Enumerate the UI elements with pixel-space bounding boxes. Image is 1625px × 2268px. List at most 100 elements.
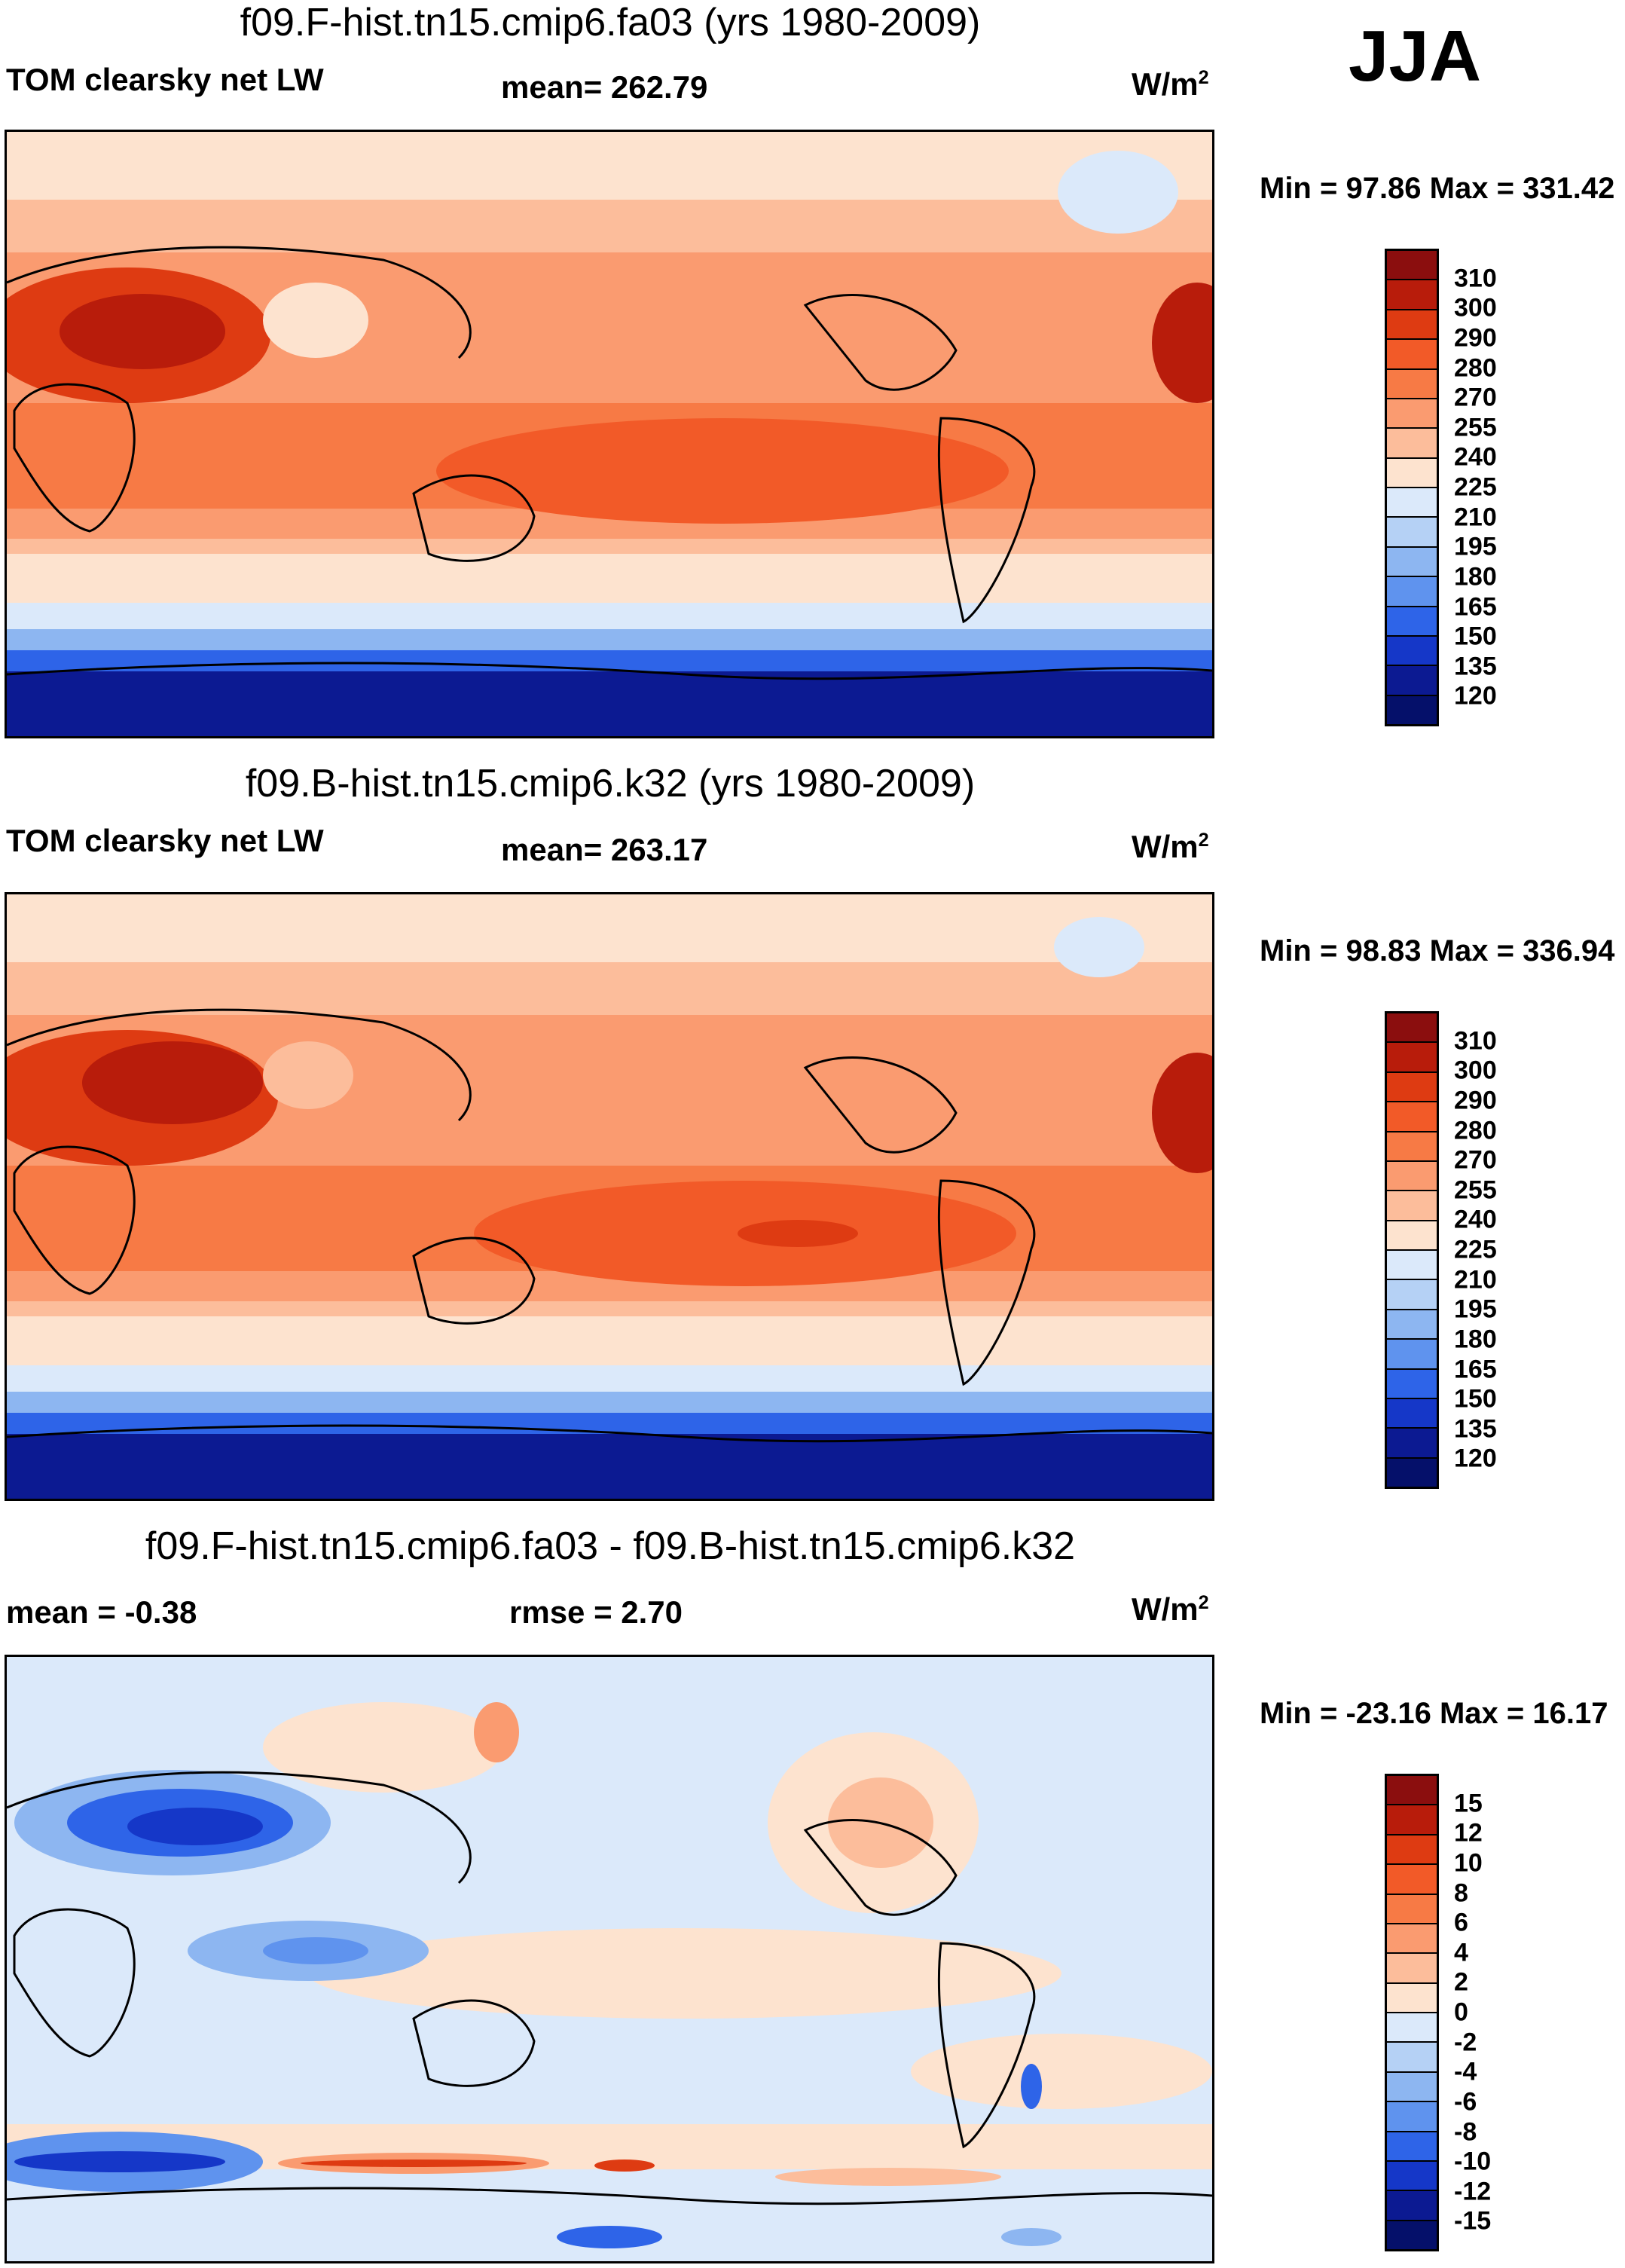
colorbar-swatch bbox=[1387, 666, 1437, 696]
colorbar-tick: 290 bbox=[1454, 1086, 1497, 1115]
colorbar-swatch bbox=[1387, 1776, 1437, 1806]
colorbar-swatch bbox=[1387, 2072, 1437, 2103]
colorbar-swatch bbox=[1387, 1102, 1437, 1132]
colorbar-swatch bbox=[1387, 1340, 1437, 1370]
colorbar-tick: 150 bbox=[1454, 1384, 1497, 1414]
colorbar-tick: 210 bbox=[1454, 1265, 1497, 1294]
panel1-colorbar bbox=[1385, 249, 1439, 726]
colorbar-swatch bbox=[1387, 1369, 1437, 1399]
colorbar-tick: 310 bbox=[1454, 1026, 1497, 1056]
panel1-units: W/m2 bbox=[1132, 66, 1209, 102]
colorbar-swatch bbox=[1387, 2221, 1437, 2249]
colorbar-swatch bbox=[1387, 1072, 1437, 1103]
colorbar-swatch bbox=[1387, 1132, 1437, 1162]
panel1-mean: mean= 262.79 bbox=[501, 69, 708, 105]
colorbar-swatch bbox=[1387, 1865, 1437, 1895]
colorbar-tick: 240 bbox=[1454, 1205, 1497, 1234]
colorbar-tick: 310 bbox=[1454, 264, 1497, 293]
colorbar-swatch bbox=[1387, 1924, 1437, 1955]
colorbar-tick: 270 bbox=[1454, 383, 1497, 412]
panel2-title: f09.B-hist.tn15.cmip6.k32 (yrs 1980-2009… bbox=[245, 762, 976, 805]
colorbar-tick: 10 bbox=[1454, 1848, 1483, 1878]
colorbar-swatch bbox=[1387, 2132, 1437, 2162]
colorbar-tick: 135 bbox=[1454, 652, 1497, 681]
panel1-variable: TOM clearsky net LW bbox=[6, 62, 324, 97]
colorbar-swatch bbox=[1387, 1013, 1437, 1044]
panel3-rmse: rmse = 2.70 bbox=[509, 1594, 683, 1630]
colorbar-swatch bbox=[1387, 1835, 1437, 1866]
panel1-colorbar-ticks: 310 300 290 280 270 255 240 225 210 195 180 165 15… bbox=[1454, 249, 1529, 726]
panel1-title: f09.F-hist.tn15.cmip6.fa03 (yrs 1980-200… bbox=[240, 1, 981, 44]
colorbar-tick: -15 bbox=[1454, 2206, 1492, 2236]
colorbar-swatch bbox=[1387, 636, 1437, 667]
panel2-map bbox=[5, 892, 1214, 1501]
colorbar-swatch bbox=[1387, 547, 1437, 578]
panel1-map-svg bbox=[7, 132, 1212, 736]
colorbar-swatch bbox=[1387, 2161, 1437, 2192]
colorbar-tick: 195 bbox=[1454, 1294, 1497, 1324]
colorbar-tick: -6 bbox=[1454, 2087, 1477, 2117]
colorbar-tick: 180 bbox=[1454, 562, 1497, 591]
colorbar-swatch bbox=[1387, 488, 1437, 518]
panel3-colorbar-ticks: 15 12 10 8 6 4 2 0 -2 -4 -6 -8 -10 -12 -15 bbox=[1454, 1774, 1529, 2251]
colorbar-tick: -8 bbox=[1454, 2117, 1477, 2146]
panel3-map-svg bbox=[7, 1657, 1212, 2261]
season-label: JJA bbox=[1349, 16, 1482, 96]
colorbar-tick: 225 bbox=[1454, 1235, 1497, 1264]
colorbar-tick: -4 bbox=[1454, 2057, 1477, 2086]
colorbar-swatch bbox=[1387, 518, 1437, 548]
colorbar-swatch bbox=[1387, 2043, 1437, 2073]
colorbar-swatch bbox=[1387, 1251, 1437, 1281]
colorbar-tick: -12 bbox=[1454, 2177, 1492, 2206]
colorbar-tick: 0 bbox=[1454, 1997, 1468, 2027]
panel2-colorbar bbox=[1385, 1011, 1439, 1489]
colorbar-tick: 15 bbox=[1454, 1789, 1483, 1818]
colorbar-swatch bbox=[1387, 280, 1437, 310]
panel2-minmax: Min = 98.83 Max = 336.94 bbox=[1260, 934, 1615, 967]
panel2-map-svg bbox=[7, 894, 1212, 1499]
colorbar-tick: 280 bbox=[1454, 1116, 1497, 1145]
colorbar-swatch bbox=[1387, 369, 1437, 399]
units-exp: 2 bbox=[1198, 830, 1209, 851]
colorbar-tick: 270 bbox=[1454, 1145, 1497, 1175]
panel1-minmax: Min = 97.86 Max = 331.42 bbox=[1260, 172, 1615, 205]
colorbar-swatch bbox=[1387, 1954, 1437, 1984]
colorbar-swatch bbox=[1387, 695, 1437, 724]
colorbar-swatch bbox=[1387, 2013, 1437, 2043]
colorbar-tick: 12 bbox=[1454, 1818, 1483, 1848]
panel2-colorbar-ticks: 310 300 290 280 270 255 240 225 210 195 180 165 15… bbox=[1454, 1011, 1529, 1489]
units-exp: 2 bbox=[1198, 1592, 1209, 1613]
colorbar-swatch bbox=[1387, 340, 1437, 370]
colorbar-tick: 300 bbox=[1454, 1056, 1497, 1085]
panel3-map bbox=[5, 1655, 1214, 2263]
colorbar-swatch bbox=[1387, 1894, 1437, 1924]
colorbar-swatch bbox=[1387, 1280, 1437, 1310]
colorbar-swatch bbox=[1387, 1805, 1437, 1835]
colorbar-tick: 280 bbox=[1454, 353, 1497, 382]
colorbar-tick: 6 bbox=[1454, 1908, 1468, 1937]
colorbar-tick: 2 bbox=[1454, 1967, 1468, 1997]
colorbar-tick: 255 bbox=[1454, 413, 1497, 442]
colorbar-tick: 165 bbox=[1454, 1355, 1497, 1383]
panel1-map bbox=[5, 130, 1214, 738]
colorbar-tick: 180 bbox=[1454, 1325, 1497, 1354]
panel3-title: f09.F-hist.tn15.cmip6.fa03 - f09.B-hist.… bbox=[145, 1524, 1076, 1568]
colorbar-swatch bbox=[1387, 1043, 1437, 1073]
colorbar-swatch bbox=[1387, 607, 1437, 637]
colorbar-swatch bbox=[1387, 310, 1437, 341]
colorbar-tick: 8 bbox=[1454, 1878, 1468, 1907]
colorbar-tick: -2 bbox=[1454, 2028, 1477, 2057]
colorbar-swatch bbox=[1387, 399, 1437, 429]
colorbar-swatch bbox=[1387, 1191, 1437, 1221]
colorbar-swatch bbox=[1387, 2191, 1437, 2221]
colorbar-tick: 240 bbox=[1454, 442, 1497, 472]
panel2-units: W/m2 bbox=[1132, 829, 1209, 865]
units-base: W/m bbox=[1132, 829, 1199, 864]
panel3-mean: mean = -0.38 bbox=[6, 1594, 197, 1630]
colorbar-swatch bbox=[1387, 251, 1437, 281]
units-base: W/m bbox=[1132, 66, 1199, 102]
colorbar-tick: 165 bbox=[1454, 592, 1497, 621]
colorbar-tick: 120 bbox=[1454, 681, 1497, 711]
panel3-units: W/m2 bbox=[1132, 1591, 1209, 1628]
colorbar-swatch bbox=[1387, 2102, 1437, 2132]
